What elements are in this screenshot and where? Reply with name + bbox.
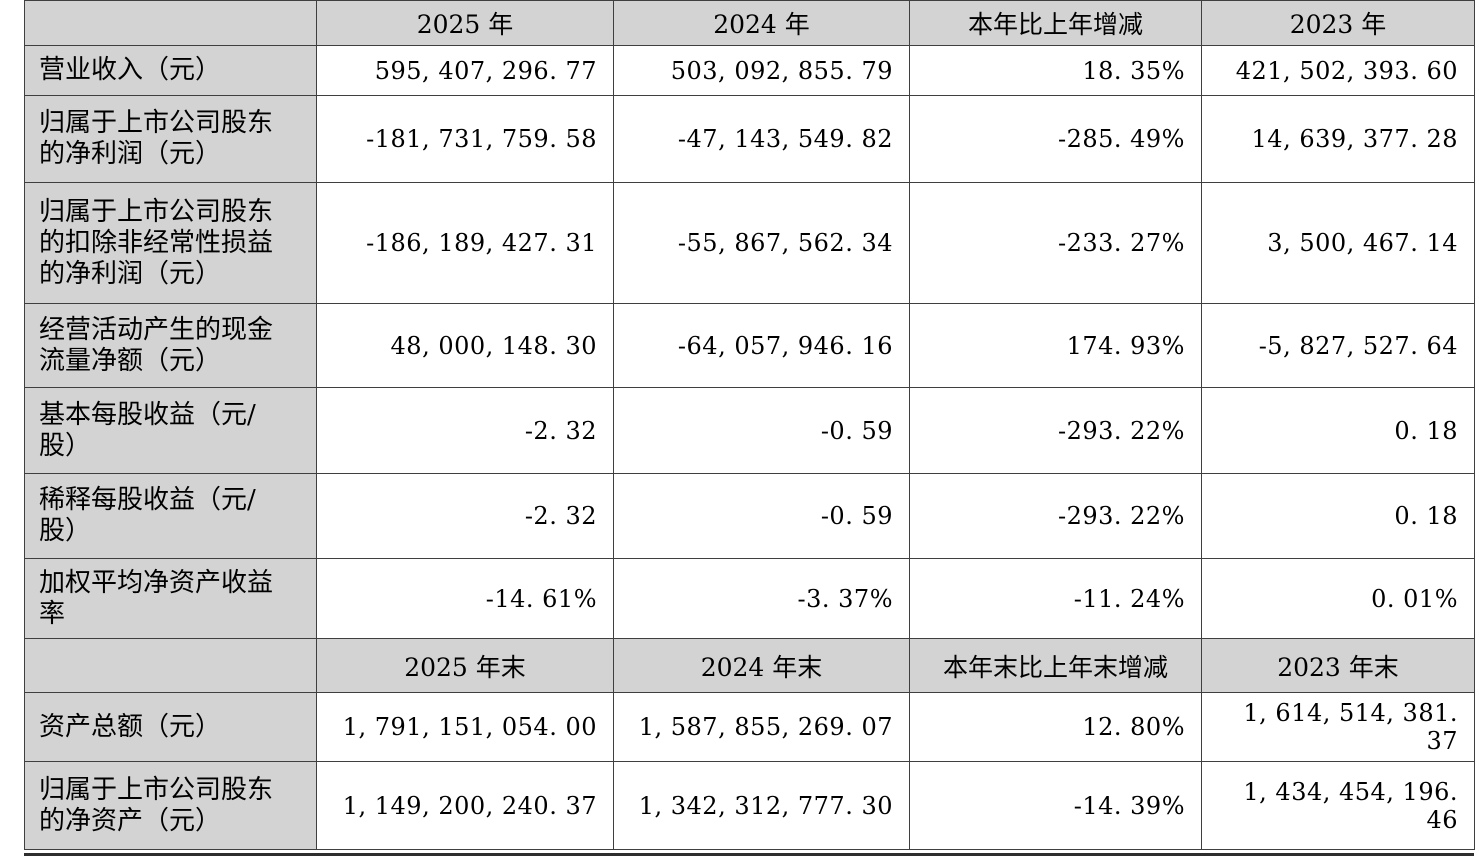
value-cell: -47, 143, 549. 82 — [613, 95, 910, 183]
header-2023-end: 2023 年末 — [1201, 638, 1475, 693]
value-cell: 1, 342, 312, 777. 30 — [613, 761, 910, 850]
value-cell: -293. 22% — [909, 473, 1202, 559]
financial-key-metrics-table-wrap: 2025 年 2024 年 本年比上年增减 2023 年 营业收入（元） 595… — [24, 0, 1475, 856]
row-label: 经营活动产生的现金 流量净额（元） — [24, 303, 317, 388]
row-label: 归属于上市公司股东 的扣除非经常性损益 的净利润（元） — [24, 182, 317, 304]
row-label: 基本每股收益（元/ 股） — [24, 387, 317, 474]
value-cell: 12. 80% — [909, 692, 1202, 762]
value-cell: -2. 32 — [316, 473, 614, 559]
row-diluted-eps: 稀释每股收益（元/ 股） -2. 32 -0. 59 -293. 22% 0. … — [24, 473, 1475, 559]
row-operating-cash-flow: 经营活动产生的现金 流量净额（元） 48, 000, 148. 30 -64, … — [24, 303, 1475, 388]
eop-header-corner-cell — [24, 638, 317, 693]
value-cell: -11. 24% — [909, 558, 1202, 639]
row-basic-eps: 基本每股收益（元/ 股） -2. 32 -0. 59 -293. 22% 0. … — [24, 387, 1475, 474]
value-cell: 1, 587, 855, 269. 07 — [613, 692, 910, 762]
value-cell: -181, 731, 759. 58 — [316, 95, 614, 183]
value-cell: -64, 057, 946. 16 — [613, 303, 910, 388]
value-cell: -186, 189, 427. 31 — [316, 182, 614, 304]
header-2025-end: 2025 年末 — [316, 638, 614, 693]
value-cell: -0. 59 — [613, 473, 910, 559]
value-cell: 3, 500, 467. 14 — [1201, 182, 1475, 304]
row-total-assets: 资产总额（元） 1, 791, 151, 054. 00 1, 587, 855… — [24, 692, 1475, 762]
value-cell: -14. 61% — [316, 558, 614, 639]
row-label: 归属于上市公司股东 的净利润（元） — [24, 95, 317, 183]
header-yoy-end-change: 本年末比上年末增减 — [909, 638, 1202, 693]
row-label: 营业收入（元） — [24, 45, 317, 96]
value-cell: 48, 000, 148. 30 — [316, 303, 614, 388]
value-cell: -3. 37% — [613, 558, 910, 639]
header-2024-end: 2024 年末 — [613, 638, 910, 693]
eop-header-row: 2025 年末 2024 年末 本年末比上年末增减 2023 年末 — [24, 638, 1475, 693]
value-cell: -233. 27% — [909, 182, 1202, 304]
value-cell: 1, 614, 514, 381. 37 — [1201, 692, 1475, 762]
row-label: 资产总额（元） — [24, 692, 317, 762]
header-2025: 2025 年 — [316, 0, 614, 46]
value-cell: 503, 092, 855. 79 — [613, 45, 910, 96]
value-cell: 1, 434, 454, 196. 46 — [1201, 761, 1475, 850]
value-cell: -285. 49% — [909, 95, 1202, 183]
value-cell: 14, 639, 377. 28 — [1201, 95, 1475, 183]
value-cell: 1, 149, 200, 240. 37 — [316, 761, 614, 850]
value-cell: 0. 18 — [1201, 473, 1475, 559]
value-cell: 174. 93% — [909, 303, 1202, 388]
row-net-profit-excl-nonrecurring: 归属于上市公司股东 的扣除非经常性损益 的净利润（元） -186, 189, 4… — [24, 182, 1475, 304]
value-cell: -0. 59 — [613, 387, 910, 474]
header-yoy-change: 本年比上年增减 — [909, 0, 1202, 46]
value-cell: 1, 791, 151, 054. 00 — [316, 692, 614, 762]
row-net-profit-attributable: 归属于上市公司股东 的净利润（元） -181, 731, 759. 58 -47… — [24, 95, 1475, 183]
row-operating-revenue: 营业收入（元） 595, 407, 296. 77 503, 092, 855.… — [24, 45, 1475, 96]
header-2023: 2023 年 — [1201, 0, 1475, 46]
row-net-assets-attributable: 归属于上市公司股东 的净资产（元） 1, 149, 200, 240. 37 1… — [24, 761, 1475, 850]
financial-key-metrics-table: 2025 年 2024 年 本年比上年增减 2023 年 营业收入（元） 595… — [24, 0, 1475, 850]
row-label: 加权平均净资产收益 率 — [24, 558, 317, 639]
row-weighted-avg-roe: 加权平均净资产收益 率 -14. 61% -3. 37% -11. 24% 0.… — [24, 558, 1475, 639]
value-cell: -2. 32 — [316, 387, 614, 474]
value-cell: -55, 867, 562. 34 — [613, 182, 910, 304]
value-cell: -14. 39% — [909, 761, 1202, 850]
value-cell: 18. 35% — [909, 45, 1202, 96]
value-cell: -5, 827, 527. 64 — [1201, 303, 1475, 388]
value-cell: 421, 502, 393. 60 — [1201, 45, 1475, 96]
value-cell: 595, 407, 296. 77 — [316, 45, 614, 96]
row-label: 归属于上市公司股东 的净资产（元） — [24, 761, 317, 850]
header-2024: 2024 年 — [613, 0, 910, 46]
period-header-corner-cell — [24, 0, 317, 46]
value-cell: 0. 01% — [1201, 558, 1475, 639]
row-label: 稀释每股收益（元/ 股） — [24, 473, 317, 559]
period-header-row: 2025 年 2024 年 本年比上年增减 2023 年 — [24, 0, 1475, 46]
value-cell: 0. 18 — [1201, 387, 1475, 474]
value-cell: -293. 22% — [909, 387, 1202, 474]
